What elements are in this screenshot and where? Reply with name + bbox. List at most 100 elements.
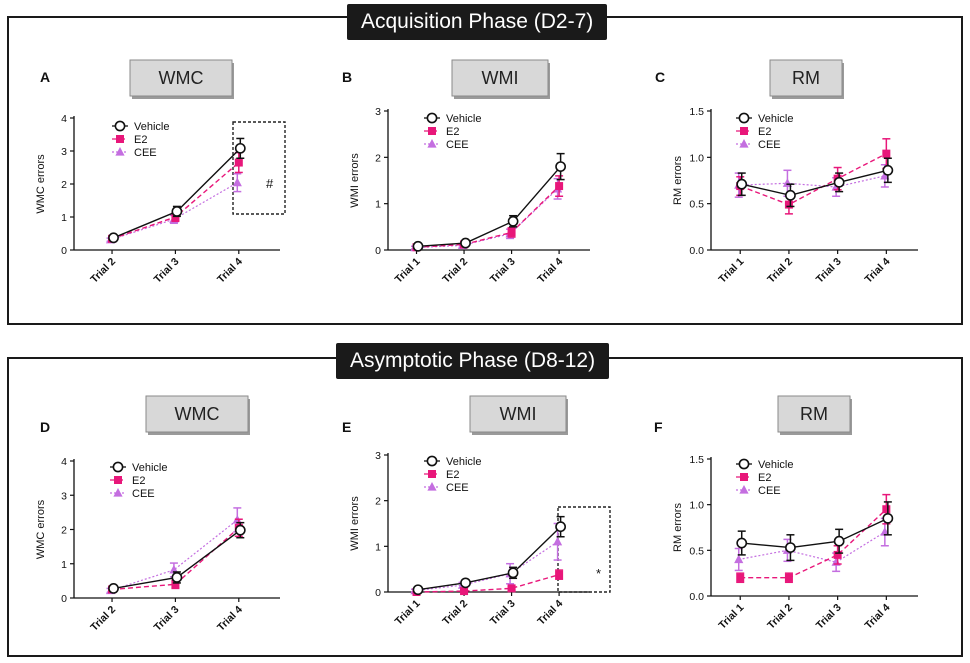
legend-label: E2: [758, 126, 771, 138]
data-point: [412, 584, 424, 596]
x-tick-label: Trial 2: [88, 604, 118, 634]
acquisition-phase-title: Acquisition Phase (D2-7): [347, 4, 608, 40]
series-cee: [410, 177, 563, 252]
x-tick-label: Trial 3: [814, 256, 844, 286]
measure-box: [769, 59, 843, 97]
legend-marker: [738, 112, 750, 124]
y-axis-label: RM errors: [672, 503, 684, 552]
x-tick-label: Trial 4: [863, 256, 893, 286]
data-point: [412, 240, 424, 252]
legend-marker: [738, 458, 750, 470]
measure-label: WMC: [175, 404, 220, 424]
x-tick-label: Trial 4: [535, 598, 565, 628]
legend-label: CEE: [132, 488, 155, 500]
chart-e: E WMI 0 1 2 3 WMI errors Trial 1 Trial 2 Trial 3 T…: [342, 395, 611, 628]
data-point: [785, 542, 796, 553]
x-tick-label: Trial 3: [488, 598, 518, 628]
y-tick-label: 1: [61, 559, 67, 571]
chart-c: C RM 0.0 0.5 1.0 1.5 RM errors Trial 1 Trial 2 Tr…: [655, 59, 918, 286]
data-point: [833, 176, 845, 188]
legend-label: E2: [134, 134, 147, 146]
y-tick-label: 1: [375, 541, 381, 553]
chart-d: D WMC 0 1 2 3 4 WMC errors Trial 2 Trial 3 Trial 4…: [35, 395, 280, 634]
data-point: [555, 570, 564, 579]
significance-annotation: #: [266, 176, 274, 191]
series-vehicle: [412, 152, 567, 252]
series-line: [738, 175, 885, 188]
series-vehicle: [736, 501, 894, 562]
y-tick-label: 0: [61, 245, 67, 257]
legend-marker: [114, 476, 122, 484]
measure-label: WMI: [482, 68, 519, 88]
series-line: [414, 541, 558, 592]
x-tick-label: Trial 1: [393, 256, 423, 286]
y-tick-label: 2: [375, 152, 381, 164]
series-line: [416, 573, 560, 593]
series-vehicle: [736, 157, 894, 208]
measure-label: WMI: [500, 404, 537, 424]
legend-marker: [740, 473, 748, 481]
data-point: [882, 149, 891, 158]
x-tick-label: Trial 1: [716, 256, 746, 286]
data-point: [507, 567, 519, 579]
y-tick-label: 4: [61, 456, 67, 468]
series-e2: [412, 175, 564, 252]
x-tick-label: Trial 4: [535, 256, 565, 286]
series-line: [113, 147, 241, 239]
y-tick-label: 2: [61, 525, 67, 537]
y-tick-label: 0.0: [689, 591, 704, 603]
y-tick-label: 4: [61, 113, 67, 125]
data-point: [833, 550, 842, 559]
y-tick-label: 0: [61, 593, 67, 605]
x-tick-label: Trial 4: [863, 602, 893, 632]
significance-annotation: *: [596, 566, 601, 581]
legend-label: Vehicle: [758, 113, 793, 125]
chart-f: F RM 0.0 0.5 1.0 1.5 RM errors Trial 1 Trial 2 Tr…: [654, 395, 918, 632]
y-tick-label: 0: [375, 587, 381, 599]
x-tick-label: Trial 3: [488, 256, 518, 286]
y-tick-label: 1.5: [689, 454, 704, 466]
legend-label: CEE: [134, 147, 157, 159]
legend-label: CEE: [446, 139, 469, 151]
legend-marker: [113, 488, 123, 497]
data-point: [507, 228, 516, 237]
measure-label: RM: [800, 404, 828, 424]
data-point: [833, 535, 845, 547]
legend-marker: [426, 112, 438, 124]
legend-marker: [740, 127, 748, 135]
series-line: [111, 162, 240, 240]
asymptotic-phase-title: Asymptotic Phase (D8-12): [336, 343, 610, 379]
x-tick-label: Trial 1: [393, 598, 423, 628]
y-tick-label: 1: [61, 212, 67, 224]
legend-marker: [427, 482, 437, 491]
x-tick-label: Trial 2: [440, 256, 470, 286]
x-tick-label: Trial 1: [716, 602, 746, 632]
data-point: [234, 158, 243, 167]
data-point: [736, 537, 748, 549]
y-tick-label: 3: [375, 106, 381, 118]
panel-letter: A: [40, 69, 50, 85]
panel-letter: F: [654, 419, 663, 435]
legend-marker: [427, 139, 437, 148]
measure-label: WMC: [159, 68, 204, 88]
highlight-box: [557, 506, 611, 593]
measure-label: RM: [792, 68, 820, 88]
legend-label: CEE: [446, 482, 469, 494]
data-point: [736, 178, 748, 190]
x-tick-label: Trial 2: [765, 602, 795, 632]
data-point: [555, 521, 567, 533]
series-cee: [410, 522, 563, 595]
legend-label: Vehicle: [134, 121, 169, 133]
series-line: [110, 519, 238, 592]
panel-letter: E: [342, 419, 351, 435]
legend-marker: [739, 139, 749, 148]
x-tick-label: Trial 3: [152, 256, 182, 286]
chart-a: A WMC 0 1 2 3 4 WMC errors Trial 2 Trial 3 Trial 4…: [35, 59, 286, 286]
series-e2: [736, 493, 891, 584]
series-line: [414, 188, 559, 249]
panel-letter: C: [655, 69, 665, 85]
measure-box: [145, 395, 249, 433]
